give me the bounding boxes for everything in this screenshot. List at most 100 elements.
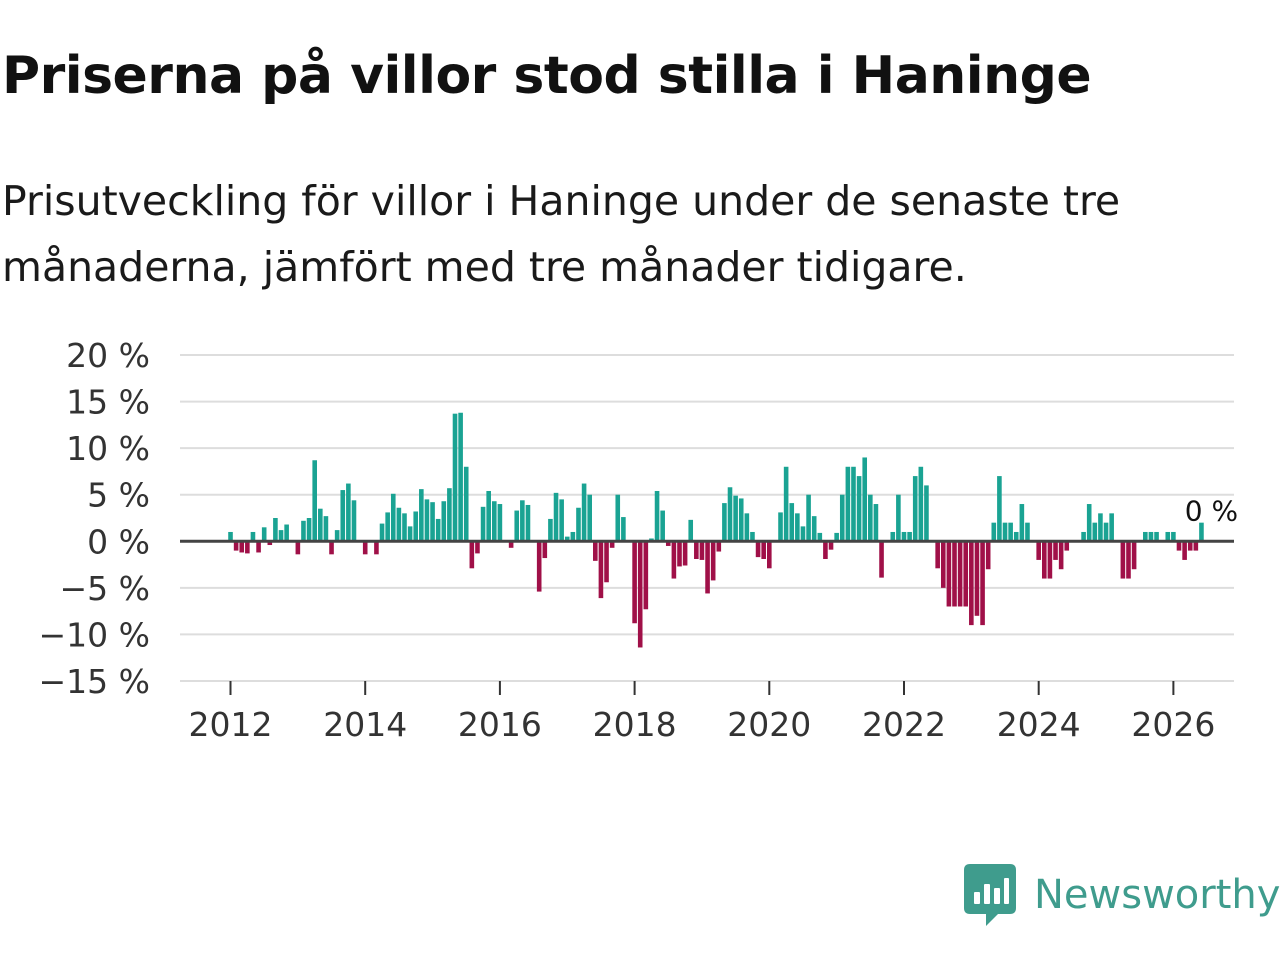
bar <box>1154 531 1159 542</box>
bar <box>862 457 868 542</box>
bars <box>228 412 1204 648</box>
bar <box>738 498 744 542</box>
bar <box>868 494 873 542</box>
bar <box>525 504 531 542</box>
bar <box>834 532 839 542</box>
bar <box>654 490 660 542</box>
bar <box>851 466 856 542</box>
bar <box>1008 522 1013 542</box>
bar <box>520 500 525 542</box>
bar <box>239 541 245 553</box>
bar <box>256 541 261 553</box>
annotation-layer: 0 % <box>1185 494 1238 527</box>
bar <box>390 493 396 542</box>
bar <box>1013 531 1019 542</box>
bar <box>890 531 896 542</box>
bar <box>811 516 817 542</box>
bar <box>985 541 991 570</box>
bar <box>946 541 952 607</box>
y-tick-label: 10 % <box>66 429 150 468</box>
x-tick-label: 2022 <box>862 705 946 744</box>
bar <box>329 541 334 555</box>
bar <box>542 541 548 559</box>
bar <box>896 494 901 542</box>
bar <box>817 532 823 542</box>
y-tick-label: −5 % <box>60 569 151 608</box>
bar <box>233 541 239 551</box>
grid-lines <box>180 354 1234 682</box>
bar <box>694 541 699 559</box>
x-tick-label: 2012 <box>189 705 273 744</box>
bar <box>744 513 750 542</box>
bar <box>918 466 924 542</box>
bar <box>351 500 357 542</box>
bar <box>1047 541 1053 579</box>
bar <box>1064 541 1070 551</box>
bar <box>480 506 486 542</box>
bar <box>469 541 475 569</box>
bar <box>284 524 289 542</box>
bar <box>267 541 273 546</box>
bar <box>318 508 323 542</box>
bar <box>1187 541 1193 551</box>
bar <box>1002 522 1008 542</box>
y-tick-label: 5 % <box>87 476 150 515</box>
last-value-label: 0 % <box>1185 494 1238 527</box>
bar <box>873 504 879 542</box>
bar <box>952 541 957 607</box>
bar <box>907 531 912 542</box>
bar <box>940 541 946 588</box>
bar <box>312 460 317 542</box>
bar <box>1193 541 1199 551</box>
bar <box>334 530 340 542</box>
bar <box>245 541 250 554</box>
bar <box>491 501 497 542</box>
bar <box>615 494 621 542</box>
bar <box>1171 531 1176 542</box>
bar <box>1143 531 1148 542</box>
bar <box>856 476 862 542</box>
bar <box>1126 541 1131 579</box>
bar <box>463 466 469 542</box>
bar <box>789 503 795 542</box>
bar <box>424 499 430 542</box>
chart-title: Priserna på villor stod stilla i Haninge <box>2 46 1092 106</box>
bar <box>710 541 716 581</box>
bar <box>250 531 256 542</box>
bar <box>778 512 783 542</box>
bar <box>660 510 665 542</box>
bar <box>497 504 503 542</box>
newsworthy-chart-bubble-icon <box>964 864 1016 926</box>
bar <box>598 541 604 599</box>
x-tick-label: 2018 <box>593 705 677 744</box>
bar <box>727 487 733 542</box>
bar <box>733 495 738 542</box>
bar <box>340 490 346 542</box>
bar <box>795 513 800 542</box>
y-tick-label: −10 % <box>39 615 151 654</box>
bar <box>935 541 940 569</box>
bar <box>980 541 985 626</box>
x-tick-label: 2016 <box>458 705 542 744</box>
bar <box>716 541 722 552</box>
bar <box>783 466 789 542</box>
y-axis-ticks: 20 % 15 % 10 % 5 % 0 % −5 % −10 % −15 % <box>39 336 151 701</box>
bar <box>278 530 284 542</box>
y-tick-label: 20 % <box>66 336 150 375</box>
bar <box>665 541 671 546</box>
y-tick-label: −15 % <box>39 662 151 701</box>
bar <box>677 541 682 567</box>
bar <box>879 541 884 578</box>
bar <box>581 483 587 542</box>
bar <box>828 541 834 550</box>
bar <box>699 541 705 560</box>
bar <box>548 518 553 542</box>
bar <box>323 516 329 542</box>
bar <box>570 531 576 542</box>
bar <box>1058 541 1064 570</box>
bar <box>508 541 514 548</box>
bar <box>671 541 677 579</box>
bar <box>924 485 929 542</box>
bar <box>430 502 435 542</box>
bar <box>991 522 997 542</box>
